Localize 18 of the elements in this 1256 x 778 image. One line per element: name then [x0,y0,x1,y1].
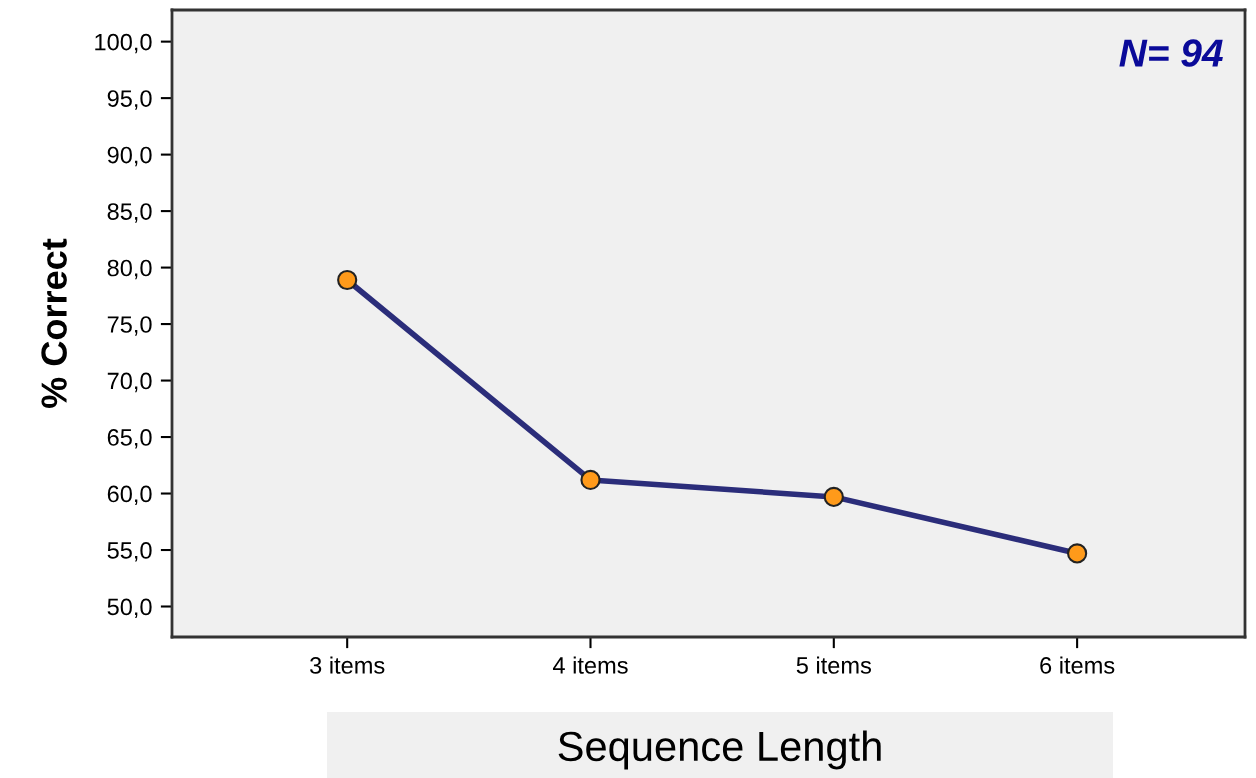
y-axis-title: % Correct [41,238,67,408]
annotation: N= 94 [1119,39,1223,67]
y-tick-label: 85,0 [107,203,152,223]
y-tick-label: 90,0 [107,146,152,167]
y-tick-label: 55,0 [107,542,152,562]
y-tick-label: 100,0 [95,33,152,54]
x-tick-label: 3 items [310,656,385,674]
x-tick-label: 5 items [796,656,872,674]
x-axis-title: Sequence Length [558,730,881,770]
y-tick-label: 60,0 [107,485,152,506]
y-tick-label: 50,0 [107,598,152,619]
y-tick-label: 70,0 [107,372,152,393]
y-tick-label: 95,0 [107,90,152,110]
y-tick-label: 80,0 [107,259,152,280]
x-tick-label: 4 items [552,656,628,674]
y-tick-label: 65,0 [107,429,152,449]
y-tick-label: 75,0 [107,316,152,336]
x-tick-label: 6 items [1040,656,1115,674]
